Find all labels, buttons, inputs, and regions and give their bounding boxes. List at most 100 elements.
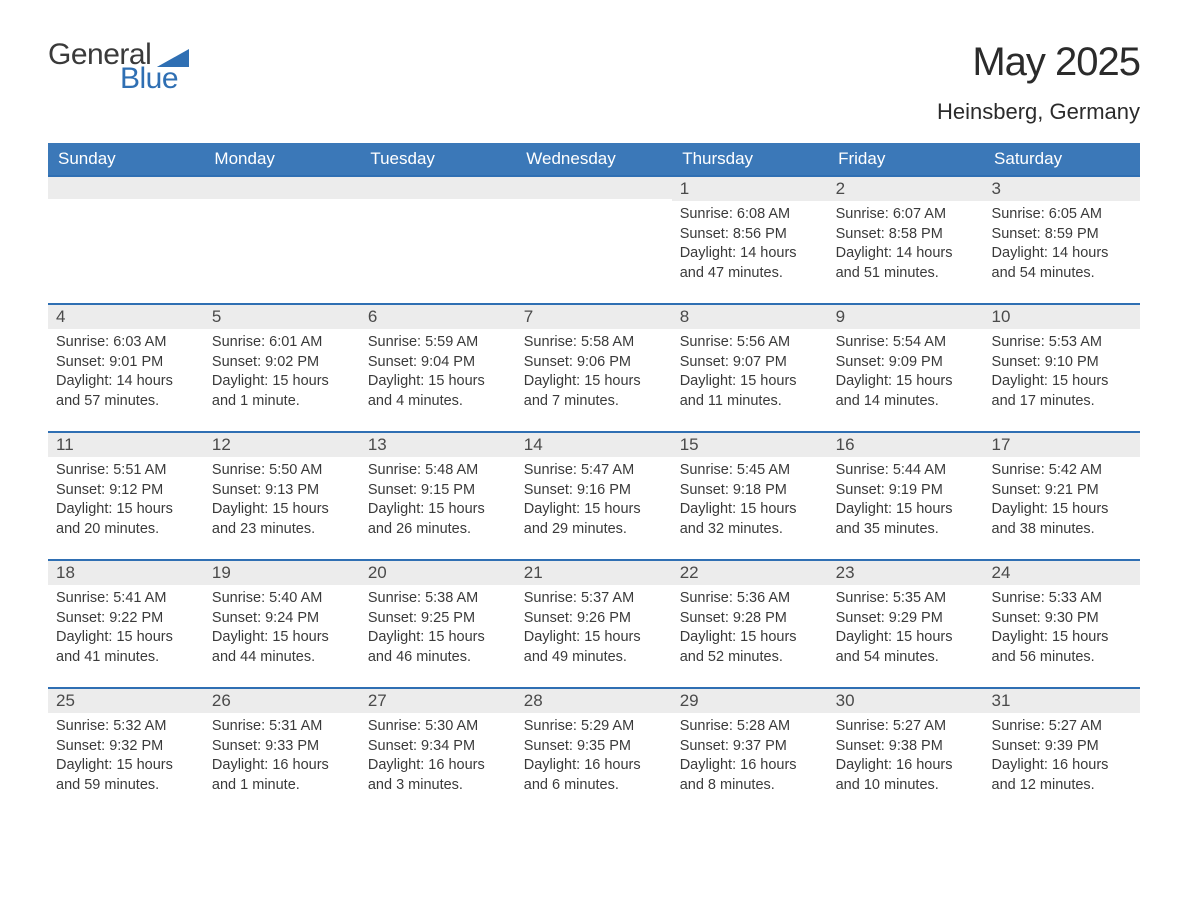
daylight-line: Daylight: 15 hours and 26 minutes. xyxy=(368,500,508,539)
calendar-cell: 30Sunrise: 5:27 AMSunset: 9:38 PMDayligh… xyxy=(828,687,984,815)
day-info: Sunrise: 5:53 AMSunset: 9:10 PMDaylight:… xyxy=(984,329,1140,413)
sunrise-line: Sunrise: 5:44 AM xyxy=(836,461,976,481)
day-info: Sunrise: 5:27 AMSunset: 9:39 PMDaylight:… xyxy=(984,713,1140,797)
col-monday: Monday xyxy=(204,143,360,175)
calendar-cell: 27Sunrise: 5:30 AMSunset: 9:34 PMDayligh… xyxy=(360,687,516,815)
calendar-cell: 28Sunrise: 5:29 AMSunset: 9:35 PMDayligh… xyxy=(516,687,672,815)
day-info: Sunrise: 5:36 AMSunset: 9:28 PMDaylight:… xyxy=(672,585,828,669)
calendar-cell: 22Sunrise: 5:36 AMSunset: 9:28 PMDayligh… xyxy=(672,559,828,687)
sunrise-line: Sunrise: 5:58 AM xyxy=(524,333,664,353)
day-number: 31 xyxy=(984,687,1140,713)
sunset-line: Sunset: 9:21 PM xyxy=(992,481,1132,501)
sunrise-line: Sunrise: 6:03 AM xyxy=(56,333,196,353)
day-number: 8 xyxy=(672,303,828,329)
sunrise-line: Sunrise: 5:35 AM xyxy=(836,589,976,609)
daylight-line: Daylight: 14 hours and 51 minutes. xyxy=(836,244,976,283)
day-info: Sunrise: 5:56 AMSunset: 9:07 PMDaylight:… xyxy=(672,329,828,413)
daylight-line: Daylight: 15 hours and 4 minutes. xyxy=(368,372,508,411)
day-number: 26 xyxy=(204,687,360,713)
sunrise-line: Sunrise: 5:27 AM xyxy=(836,717,976,737)
day-info: Sunrise: 5:48 AMSunset: 9:15 PMDaylight:… xyxy=(360,457,516,541)
sunrise-line: Sunrise: 5:29 AM xyxy=(524,717,664,737)
sunrise-line: Sunrise: 5:50 AM xyxy=(212,461,352,481)
daylight-line: Daylight: 15 hours and 20 minutes. xyxy=(56,500,196,539)
day-number: 25 xyxy=(48,687,204,713)
sunset-line: Sunset: 9:35 PM xyxy=(524,737,664,757)
daylight-line: Daylight: 16 hours and 3 minutes. xyxy=(368,756,508,795)
sunrise-line: Sunrise: 5:33 AM xyxy=(992,589,1132,609)
daylight-line: Daylight: 15 hours and 35 minutes. xyxy=(836,500,976,539)
calendar-cell: 18Sunrise: 5:41 AMSunset: 9:22 PMDayligh… xyxy=(48,559,204,687)
day-number: 18 xyxy=(48,559,204,585)
day-info: Sunrise: 5:37 AMSunset: 9:26 PMDaylight:… xyxy=(516,585,672,669)
day-number: 20 xyxy=(360,559,516,585)
sunrise-line: Sunrise: 6:08 AM xyxy=(680,205,820,225)
day-info: Sunrise: 5:40 AMSunset: 9:24 PMDaylight:… xyxy=(204,585,360,669)
day-number: 11 xyxy=(48,431,204,457)
calendar-week-row: 1Sunrise: 6:08 AMSunset: 8:56 PMDaylight… xyxy=(48,175,1140,303)
day-number: 10 xyxy=(984,303,1140,329)
daylight-line: Daylight: 15 hours and 1 minute. xyxy=(212,372,352,411)
col-wednesday: Wednesday xyxy=(516,143,672,175)
daylight-line: Daylight: 15 hours and 52 minutes. xyxy=(680,628,820,667)
sunset-line: Sunset: 9:09 PM xyxy=(836,353,976,373)
calendar-week-row: 18Sunrise: 5:41 AMSunset: 9:22 PMDayligh… xyxy=(48,559,1140,687)
calendar-cell: 20Sunrise: 5:38 AMSunset: 9:25 PMDayligh… xyxy=(360,559,516,687)
sunset-line: Sunset: 9:25 PM xyxy=(368,609,508,629)
calendar-week-row: 25Sunrise: 5:32 AMSunset: 9:32 PMDayligh… xyxy=(48,687,1140,815)
sunset-line: Sunset: 9:24 PM xyxy=(212,609,352,629)
sunrise-line: Sunrise: 5:41 AM xyxy=(56,589,196,609)
day-info: Sunrise: 5:45 AMSunset: 9:18 PMDaylight:… xyxy=(672,457,828,541)
calendar-cell: 26Sunrise: 5:31 AMSunset: 9:33 PMDayligh… xyxy=(204,687,360,815)
col-tuesday: Tuesday xyxy=(360,143,516,175)
sunset-line: Sunset: 9:12 PM xyxy=(56,481,196,501)
sunrise-line: Sunrise: 5:37 AM xyxy=(524,589,664,609)
daylight-line: Daylight: 16 hours and 12 minutes. xyxy=(992,756,1132,795)
calendar-cell: 9Sunrise: 5:54 AMSunset: 9:09 PMDaylight… xyxy=(828,303,984,431)
sunrise-line: Sunrise: 5:56 AM xyxy=(680,333,820,353)
sunrise-line: Sunrise: 6:05 AM xyxy=(992,205,1132,225)
sunrise-line: Sunrise: 5:40 AM xyxy=(212,589,352,609)
sunrise-line: Sunrise: 5:38 AM xyxy=(368,589,508,609)
day-number: 21 xyxy=(516,559,672,585)
day-info: Sunrise: 5:31 AMSunset: 9:33 PMDaylight:… xyxy=(204,713,360,797)
calendar-cell xyxy=(48,175,204,303)
daylight-line: Daylight: 15 hours and 23 minutes. xyxy=(212,500,352,539)
calendar-cell: 7Sunrise: 5:58 AMSunset: 9:06 PMDaylight… xyxy=(516,303,672,431)
sunrise-line: Sunrise: 5:53 AM xyxy=(992,333,1132,353)
daylight-line: Daylight: 14 hours and 47 minutes. xyxy=(680,244,820,283)
calendar-cell: 3Sunrise: 6:05 AMSunset: 8:59 PMDaylight… xyxy=(984,175,1140,303)
calendar-cell: 10Sunrise: 5:53 AMSunset: 9:10 PMDayligh… xyxy=(984,303,1140,431)
sunrise-line: Sunrise: 5:59 AM xyxy=(368,333,508,353)
calendar-cell xyxy=(516,175,672,303)
day-info: Sunrise: 5:42 AMSunset: 9:21 PMDaylight:… xyxy=(984,457,1140,541)
sunset-line: Sunset: 9:38 PM xyxy=(836,737,976,757)
calendar-cell xyxy=(360,175,516,303)
sunset-line: Sunset: 9:07 PM xyxy=(680,353,820,373)
blank-day-header xyxy=(48,175,204,199)
month-title: May 2025 xyxy=(937,40,1140,85)
sunset-line: Sunset: 9:15 PM xyxy=(368,481,508,501)
sunrise-line: Sunrise: 5:32 AM xyxy=(56,717,196,737)
col-sunday: Sunday xyxy=(48,143,204,175)
daylight-line: Daylight: 15 hours and 49 minutes. xyxy=(524,628,664,667)
sunset-line: Sunset: 9:13 PM xyxy=(212,481,352,501)
title-block: May 2025 Heinsberg, Germany xyxy=(937,40,1140,125)
sunrise-line: Sunrise: 5:31 AM xyxy=(212,717,352,737)
day-number: 3 xyxy=(984,175,1140,201)
day-number: 19 xyxy=(204,559,360,585)
day-info: Sunrise: 5:30 AMSunset: 9:34 PMDaylight:… xyxy=(360,713,516,797)
sunrise-line: Sunrise: 5:47 AM xyxy=(524,461,664,481)
day-info: Sunrise: 6:07 AMSunset: 8:58 PMDaylight:… xyxy=(828,201,984,285)
calendar-cell: 13Sunrise: 5:48 AMSunset: 9:15 PMDayligh… xyxy=(360,431,516,559)
sunrise-line: Sunrise: 5:30 AM xyxy=(368,717,508,737)
daylight-line: Daylight: 15 hours and 17 minutes. xyxy=(992,372,1132,411)
day-info: Sunrise: 6:05 AMSunset: 8:59 PMDaylight:… xyxy=(984,201,1140,285)
calendar-cell: 12Sunrise: 5:50 AMSunset: 9:13 PMDayligh… xyxy=(204,431,360,559)
day-info: Sunrise: 5:33 AMSunset: 9:30 PMDaylight:… xyxy=(984,585,1140,669)
daylight-line: Daylight: 15 hours and 54 minutes. xyxy=(836,628,976,667)
calendar-cell: 14Sunrise: 5:47 AMSunset: 9:16 PMDayligh… xyxy=(516,431,672,559)
day-number: 14 xyxy=(516,431,672,457)
day-number: 7 xyxy=(516,303,672,329)
calendar-cell: 17Sunrise: 5:42 AMSunset: 9:21 PMDayligh… xyxy=(984,431,1140,559)
